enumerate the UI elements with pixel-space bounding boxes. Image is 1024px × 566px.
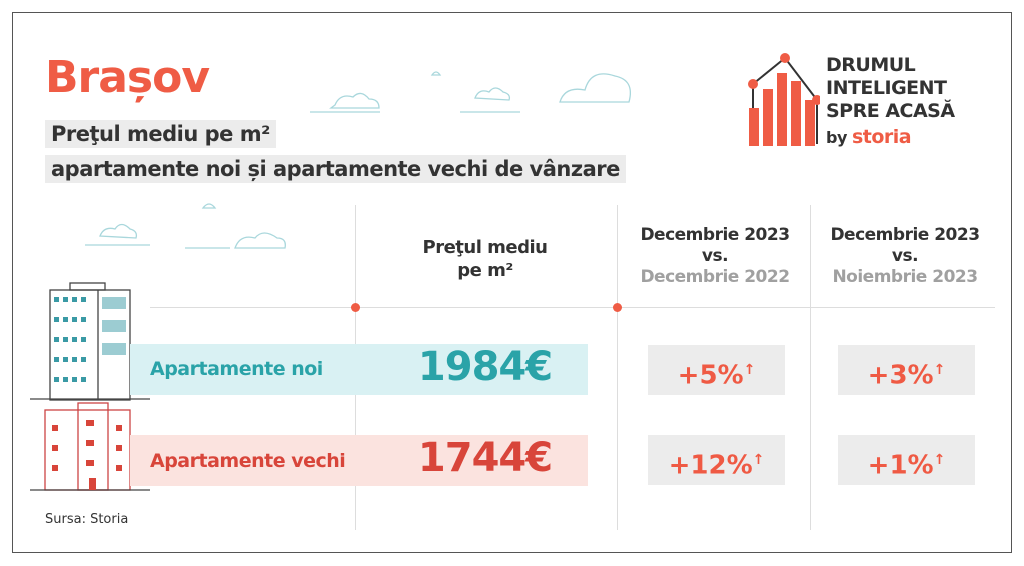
source-note: Sursa: Storia bbox=[45, 512, 129, 527]
dot-marker bbox=[613, 303, 622, 312]
header-divider bbox=[150, 307, 995, 308]
change-value: +3% bbox=[867, 360, 934, 391]
divider bbox=[810, 205, 811, 530]
buildings-illustration bbox=[30, 282, 150, 491]
col-price-line2: pe m² bbox=[457, 260, 513, 281]
col-yoy-top: Decembrie 2023 bbox=[640, 225, 790, 245]
logo-line2: INTELIGENT bbox=[826, 77, 947, 99]
row-band-old bbox=[130, 435, 588, 486]
dot-marker bbox=[351, 303, 360, 312]
logo-by: by bbox=[826, 128, 847, 147]
change-value: +12% bbox=[668, 450, 753, 481]
clouds-illustration bbox=[85, 71, 632, 249]
logo-line3: SPRE ACASĂ bbox=[826, 100, 955, 122]
logo-line1: DRUMUL bbox=[826, 54, 916, 76]
divider bbox=[617, 205, 618, 530]
row-price-new: 1984€ bbox=[417, 344, 553, 390]
change-yoy-old: +12%↑ bbox=[648, 435, 785, 485]
col-mom-top: Decembrie 2023 bbox=[830, 225, 980, 245]
col-price-line1: Preţul mediu bbox=[422, 237, 548, 258]
change-yoy-new: +5%↑ bbox=[648, 345, 785, 395]
logo-brand: storia bbox=[851, 126, 912, 148]
city-title: Brașov bbox=[45, 52, 210, 103]
logo-chart-icon bbox=[748, 53, 820, 146]
change-mom-new: +3%↑ bbox=[838, 345, 975, 395]
subtitle-description: apartamente noi și apartamente vechi de … bbox=[45, 155, 626, 183]
row-price-old: 1744€ bbox=[417, 435, 553, 481]
frame bbox=[12, 12, 1012, 553]
col-yoy-bottom: Decembrie 2022 bbox=[640, 267, 790, 287]
row-band-new bbox=[130, 344, 588, 395]
col-yoy-vs: vs. bbox=[701, 246, 729, 266]
arrow-up-icon: ↑ bbox=[933, 362, 946, 378]
change-value: +1% bbox=[867, 450, 934, 481]
col-mom-vs: vs. bbox=[891, 246, 919, 266]
subtitle-price: Preţul mediu pe m² bbox=[45, 120, 276, 148]
change-mom-old: +1%↑ bbox=[838, 435, 975, 485]
change-value: +5% bbox=[677, 360, 744, 391]
row-label-old: Apartamente vechi bbox=[150, 450, 346, 472]
arrow-up-icon: ↑ bbox=[743, 362, 756, 378]
row-label-new: Apartamente noi bbox=[150, 358, 323, 380]
arrow-up-icon: ↑ bbox=[933, 452, 946, 468]
arrow-up-icon: ↑ bbox=[752, 452, 765, 468]
col-mom-bottom: Noiembrie 2023 bbox=[832, 267, 978, 287]
